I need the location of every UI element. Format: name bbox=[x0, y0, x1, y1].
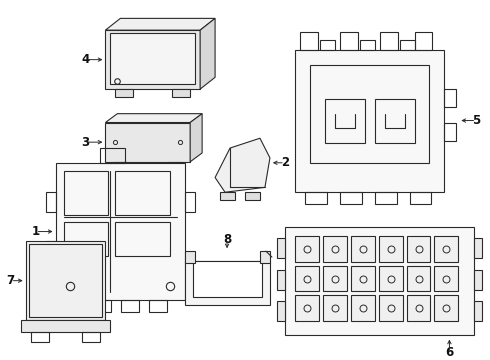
Text: 8: 8 bbox=[223, 233, 231, 246]
Bar bbox=[379, 296, 403, 321]
Bar bbox=[444, 89, 456, 107]
Bar bbox=[113, 162, 127, 169]
Bar bbox=[115, 171, 170, 215]
Polygon shape bbox=[105, 18, 215, 30]
Bar bbox=[375, 99, 415, 143]
Bar bbox=[295, 50, 444, 192]
Bar bbox=[407, 296, 431, 321]
Bar bbox=[21, 320, 110, 332]
Bar bbox=[305, 192, 327, 204]
Bar bbox=[285, 227, 474, 335]
Bar bbox=[407, 237, 431, 262]
Text: 3: 3 bbox=[81, 136, 90, 149]
Bar bbox=[435, 266, 458, 292]
Polygon shape bbox=[200, 18, 215, 89]
Bar bbox=[66, 300, 83, 312]
Bar bbox=[105, 122, 190, 162]
Bar bbox=[310, 64, 429, 163]
Bar bbox=[474, 301, 482, 321]
Bar bbox=[30, 332, 49, 342]
Polygon shape bbox=[105, 114, 202, 122]
Bar bbox=[245, 192, 260, 200]
Bar bbox=[474, 238, 482, 258]
Polygon shape bbox=[190, 114, 202, 162]
Bar bbox=[351, 266, 375, 292]
Bar bbox=[149, 300, 167, 312]
Bar bbox=[185, 261, 270, 305]
Text: 6: 6 bbox=[445, 346, 454, 359]
Bar bbox=[168, 162, 182, 169]
Bar bbox=[375, 192, 396, 204]
Text: 5: 5 bbox=[472, 114, 481, 127]
Bar bbox=[100, 148, 125, 163]
Bar bbox=[323, 237, 347, 262]
Bar bbox=[25, 241, 105, 320]
Bar bbox=[340, 32, 358, 50]
Text: 2: 2 bbox=[281, 156, 289, 169]
Bar bbox=[379, 266, 403, 292]
Bar bbox=[28, 244, 102, 317]
Bar bbox=[115, 89, 133, 97]
Bar bbox=[55, 163, 185, 300]
Bar bbox=[64, 222, 108, 256]
Bar bbox=[105, 30, 200, 89]
Bar bbox=[407, 266, 431, 292]
Text: 7: 7 bbox=[6, 274, 15, 287]
Bar bbox=[220, 192, 235, 200]
Bar bbox=[435, 296, 458, 321]
Bar bbox=[323, 266, 347, 292]
Bar bbox=[340, 192, 362, 204]
Polygon shape bbox=[215, 138, 270, 192]
Bar bbox=[122, 300, 139, 312]
Bar bbox=[360, 40, 375, 50]
Bar bbox=[351, 296, 375, 321]
Bar bbox=[379, 237, 403, 262]
Bar bbox=[94, 300, 111, 312]
Bar bbox=[351, 237, 375, 262]
Bar bbox=[399, 40, 415, 50]
Text: 1: 1 bbox=[31, 225, 40, 238]
Bar bbox=[277, 238, 285, 258]
Bar bbox=[115, 222, 170, 256]
Bar bbox=[380, 32, 397, 50]
Bar bbox=[444, 123, 456, 141]
Bar bbox=[185, 251, 195, 263]
Bar bbox=[320, 40, 335, 50]
Bar bbox=[300, 32, 318, 50]
Bar bbox=[435, 237, 458, 262]
Bar bbox=[185, 192, 195, 212]
Bar bbox=[323, 296, 347, 321]
Bar bbox=[172, 89, 190, 97]
Bar bbox=[46, 192, 55, 212]
Bar bbox=[64, 171, 108, 215]
Bar bbox=[82, 332, 100, 342]
Bar bbox=[277, 270, 285, 289]
Bar bbox=[193, 261, 262, 297]
Bar bbox=[415, 32, 433, 50]
Bar bbox=[295, 296, 319, 321]
Bar bbox=[277, 301, 285, 321]
Bar bbox=[474, 270, 482, 289]
Bar bbox=[260, 251, 270, 263]
Bar bbox=[110, 33, 195, 84]
Bar bbox=[46, 241, 55, 261]
Bar bbox=[325, 99, 365, 143]
Bar bbox=[295, 266, 319, 292]
Bar bbox=[410, 192, 432, 204]
Bar bbox=[295, 237, 319, 262]
Text: 4: 4 bbox=[81, 53, 90, 66]
